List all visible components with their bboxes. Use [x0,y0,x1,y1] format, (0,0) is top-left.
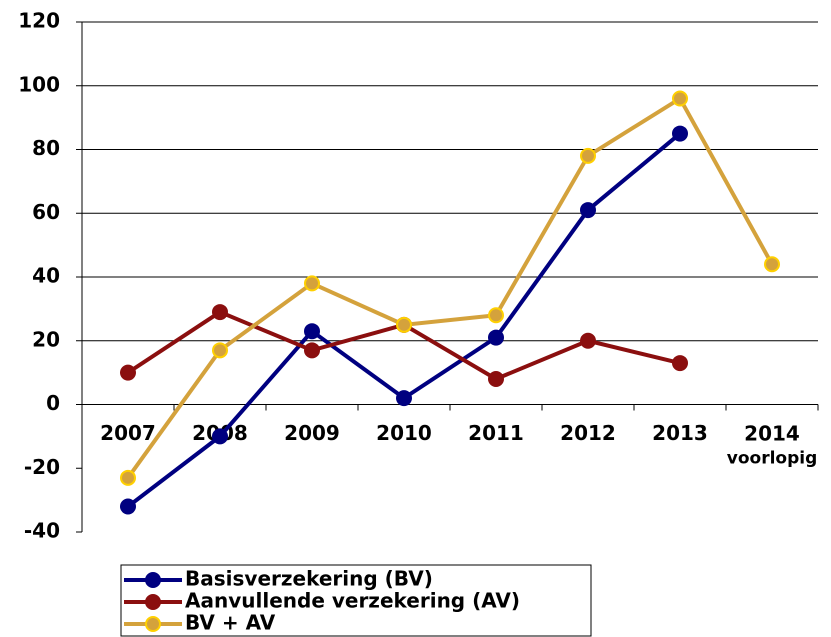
point [580,202,596,219]
y-tick-label: 60 [32,200,60,224]
y-tick-label: 120 [18,9,60,33]
point [580,332,596,349]
point [488,307,504,324]
x-tick-label: 2014 voorlopig [727,421,818,469]
point [212,304,228,321]
y-tick-label: 40 [32,264,60,288]
legend-label: Basisverzekering (BV) [185,567,433,591]
point [580,147,596,164]
x-tick-label: 2007 [100,421,156,445]
point [212,342,228,359]
point [672,90,688,107]
series [120,90,780,486]
point [120,498,136,515]
y-tick-label: 20 [32,327,60,351]
legend-marker [145,594,161,610]
y-tick-label: -20 [24,455,60,479]
point [764,256,780,273]
x-tick-label: 2011 [468,421,524,445]
legend-marker [145,616,161,632]
legend-label: BV + AV [185,611,276,635]
y-tick-label: -40 [24,519,60,543]
point [488,371,504,387]
series-line [126,95,774,479]
legend-marker [145,572,161,588]
y-tick-label: 80 [32,136,60,160]
point [396,316,412,333]
point [120,364,136,381]
y-tick-label: 0 [46,391,60,415]
x-tick-label: 2009 [284,421,340,445]
point [396,390,412,407]
point [672,125,688,142]
point [304,342,320,359]
point [304,323,320,340]
x-tick-label: 2012 [560,421,616,445]
y-tick-label: 100 [18,72,60,96]
series [120,125,688,515]
legend-box [120,564,592,637]
point [672,355,688,372]
legend-label: Aanvullende verzekering (AV) [185,589,520,613]
point [212,428,228,445]
x-tick-label: 2010 [376,421,432,445]
point [304,275,320,292]
point [488,329,504,346]
point [120,469,136,486]
x-tick-label: 2013 [652,421,708,445]
